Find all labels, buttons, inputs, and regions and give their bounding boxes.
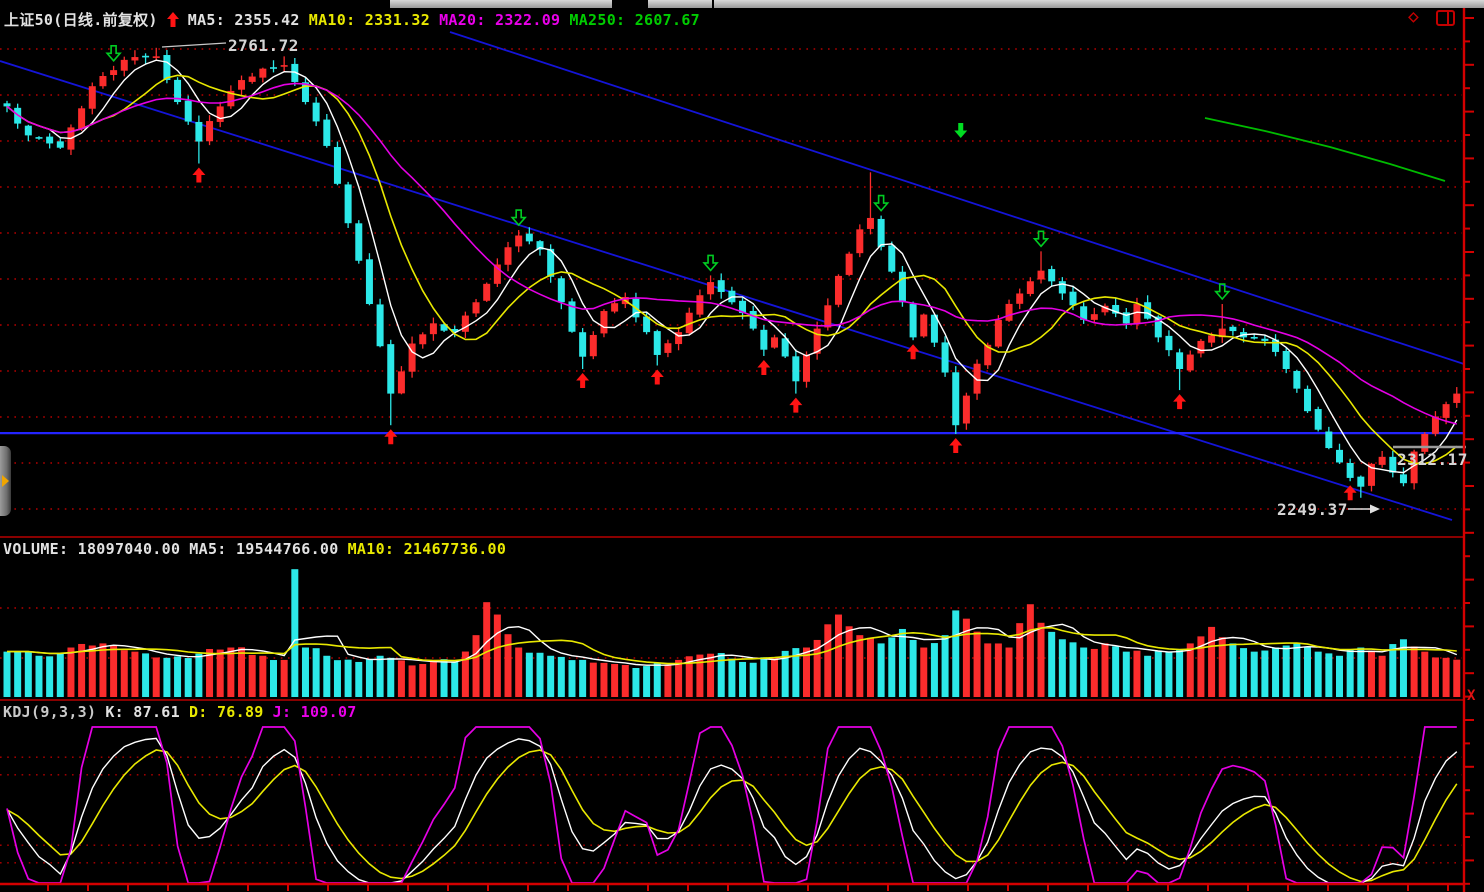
expand-arrow-icon xyxy=(2,475,9,487)
diamond-tool-icon[interactable]: ◇ xyxy=(1408,6,1419,27)
kdj-header: KDJ(9,3,3) K: 87.61 D: 76.89 J: 109.07 xyxy=(3,703,357,721)
ma20-value: MA20: 2322.09 xyxy=(439,10,561,29)
ma5-value: MA5: 2355.42 xyxy=(187,10,300,29)
low-price-label: 2249.37 xyxy=(1277,500,1348,519)
level-price-label: 2312.17 xyxy=(1397,450,1468,469)
kdj-name: KDJ(9,3,3) xyxy=(3,703,97,721)
kdj-k-value: K: 87.61 xyxy=(105,703,180,721)
volume-value: VOLUME: 18097040.00 xyxy=(3,540,181,558)
up-arrow-icon xyxy=(166,12,179,27)
volume-header: VOLUME: 18097040.00 MA5: 19544766.00 MA1… xyxy=(3,540,506,558)
volume-ma10-value: MA10: 21467736.00 xyxy=(347,540,507,558)
symbol-title: 上证50(日线.前复权) xyxy=(4,11,158,29)
close-indicator-icon[interactable]: X xyxy=(1467,688,1476,704)
split-window-icon[interactable] xyxy=(1436,10,1455,29)
peak-price-label: 2761.72 xyxy=(228,36,299,55)
sidebar-expand-handle[interactable] xyxy=(0,446,11,516)
ma10-value: MA10: 2331.32 xyxy=(308,10,431,29)
kdj-j-value: J: 109.07 xyxy=(272,703,357,721)
volume-ma5-value: MA5: 19544766.00 xyxy=(189,540,339,558)
window-chrome-strip xyxy=(390,0,612,8)
ma250-value: MA250: 2607.67 xyxy=(569,10,701,29)
window-chrome-strip xyxy=(714,0,1484,8)
kdj-d-value: D: 76.89 xyxy=(188,703,264,721)
window-chrome-strip xyxy=(648,0,712,8)
main-chart-header: 上证50(日线.前复权) MA5: 2355.42 MA10: 2331.32 … xyxy=(4,9,700,30)
